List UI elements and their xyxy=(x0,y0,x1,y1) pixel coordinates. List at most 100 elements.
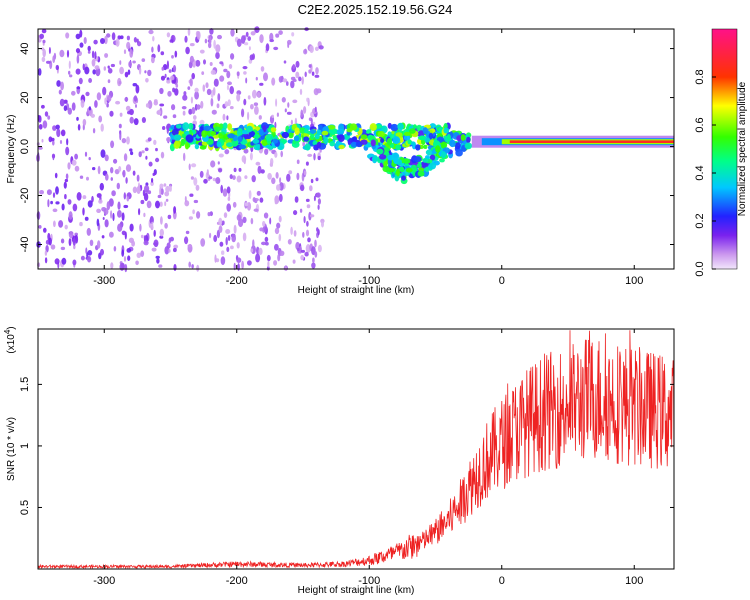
heatmap-cell xyxy=(236,242,240,249)
heatmap-cell xyxy=(52,55,56,63)
heatmap-cell xyxy=(218,168,223,173)
y-tick-label: 1 xyxy=(19,443,31,449)
heatmap-cell xyxy=(250,217,254,225)
heatmap-cell xyxy=(52,208,58,213)
heatmap-cell xyxy=(125,164,132,172)
heatmap-cell xyxy=(199,126,204,132)
heatmap-cell xyxy=(86,176,89,181)
heatmap-cell xyxy=(236,257,242,264)
heatmap-cell xyxy=(226,203,231,212)
heatmap-cell xyxy=(104,154,109,162)
heatmap-cell xyxy=(435,145,441,153)
heatmap-cell xyxy=(212,177,216,182)
heatmap-cell xyxy=(68,60,71,69)
x-tick-label: 100 xyxy=(625,575,643,587)
heatmap-cell xyxy=(173,206,177,214)
heatmap-cell xyxy=(272,138,279,144)
heatmap-cell xyxy=(182,122,190,131)
heatmap-cell xyxy=(59,98,65,107)
heatmap-cell xyxy=(194,91,200,100)
heatmap-cell xyxy=(316,88,322,94)
heatmap-cell xyxy=(275,172,279,179)
heatmap-cell xyxy=(84,151,88,157)
heatmap-cell xyxy=(252,138,260,144)
heatmap-cell xyxy=(82,63,85,71)
heatmap-cell xyxy=(302,231,305,238)
heatmap-cell xyxy=(267,260,270,268)
heatmap-cell xyxy=(403,131,411,136)
heatmap-cell xyxy=(202,84,206,92)
spectrogram-marks xyxy=(36,26,675,273)
heatmap-cell xyxy=(439,158,445,163)
heatmap-cell xyxy=(52,140,55,146)
heatmap-cell xyxy=(82,195,87,200)
heatmap-cell xyxy=(123,49,127,54)
y-tick-label: -40 xyxy=(19,237,31,253)
heatmap-cell xyxy=(309,185,313,192)
heatmap-cell xyxy=(221,250,225,255)
heatmap-cell xyxy=(96,218,100,227)
heatmap-cell xyxy=(209,36,212,45)
heatmap-cell xyxy=(300,184,305,192)
heatmap-cell xyxy=(41,104,45,109)
heatmap-cell xyxy=(244,202,249,207)
heatmap-cell xyxy=(386,137,393,146)
heatmap-cell xyxy=(209,211,213,217)
heatmap-cell xyxy=(509,140,675,143)
y-tick-label: 1.5 xyxy=(19,377,31,392)
heatmap-cell xyxy=(207,212,211,217)
heatmap-cell xyxy=(321,220,324,228)
heatmap-cell xyxy=(397,122,404,131)
heatmap-cell xyxy=(311,71,315,76)
heatmap-cell xyxy=(118,123,122,129)
heatmap-cell xyxy=(54,172,58,179)
x-tick-label: -300 xyxy=(93,275,115,287)
heatmap-cell xyxy=(250,104,254,110)
heatmap-cell xyxy=(139,223,142,232)
heatmap-cell xyxy=(206,88,212,96)
heatmap-cell xyxy=(166,137,172,142)
heatmap-cell xyxy=(188,216,193,220)
heatmap-cell xyxy=(297,247,300,252)
heatmap-cell xyxy=(327,125,336,130)
heatmap-cell xyxy=(79,175,84,179)
heatmap-cell xyxy=(124,264,128,273)
heatmap-cell xyxy=(106,33,111,38)
heatmap-cell xyxy=(230,245,234,250)
heatmap-cell xyxy=(304,251,309,257)
heatmap-cell xyxy=(380,138,385,143)
heatmap-cell xyxy=(259,197,264,203)
heatmap-cell xyxy=(278,233,282,242)
heatmap-cell xyxy=(403,134,411,141)
heatmap-cell xyxy=(245,77,248,84)
heatmap-cell xyxy=(265,133,274,142)
heatmap-cell xyxy=(185,46,190,55)
heatmap-cell xyxy=(51,137,55,142)
heatmap-cell xyxy=(290,119,293,126)
heatmap-cell xyxy=(271,177,276,185)
heatmap-cell xyxy=(72,259,77,266)
heatmap-cell xyxy=(85,91,90,97)
heatmap-cell xyxy=(274,121,277,129)
heatmap-cell xyxy=(247,95,251,100)
y-tick-label: 20 xyxy=(19,91,31,103)
heatmap-cell xyxy=(218,133,223,139)
heatmap-cell xyxy=(111,190,116,197)
heatmap-cell xyxy=(194,87,199,93)
heatmap-cell xyxy=(217,93,221,102)
heatmap-cell xyxy=(350,141,358,148)
heatmap-cell xyxy=(185,230,190,235)
heatmap-cell xyxy=(113,158,118,164)
heatmap-cell xyxy=(124,97,129,102)
heatmap-cell xyxy=(123,204,129,209)
heatmap-cell xyxy=(90,113,96,118)
heatmap-cell xyxy=(255,76,258,81)
heatmap-cell xyxy=(119,60,122,65)
heatmap-cell xyxy=(303,106,307,114)
heatmap-cell xyxy=(211,109,217,115)
heatmap-cell xyxy=(194,143,200,150)
heatmap-cell xyxy=(175,83,179,88)
heatmap-cell xyxy=(302,141,306,147)
heatmap-cell xyxy=(38,124,43,130)
heatmap-cell xyxy=(321,130,329,136)
